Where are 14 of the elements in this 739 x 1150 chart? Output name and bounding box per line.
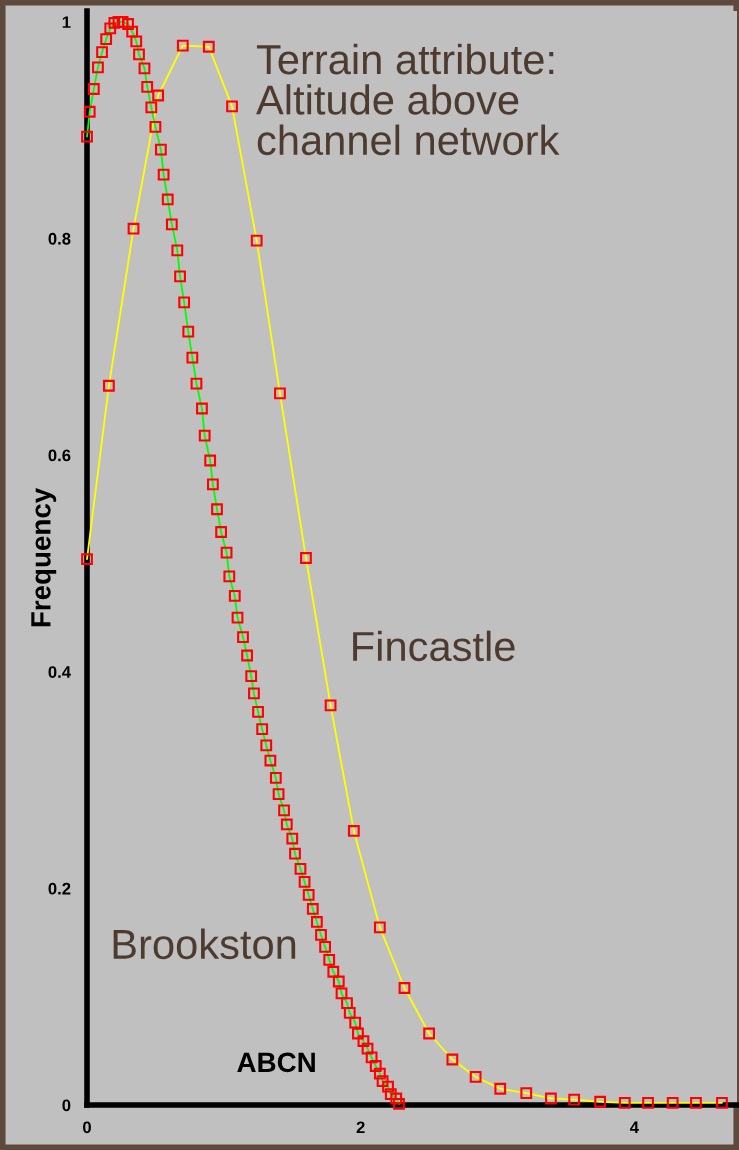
y-tick-label: 0 [62, 1099, 71, 1112]
y-axis-title: Frequency [31, 487, 57, 627]
series-label: Brookston [113, 928, 296, 960]
y-tick-label: 0.4 [48, 666, 71, 678]
y-tick-label: 0.2 [48, 882, 71, 895]
x-tick-label: 0 [83, 1121, 91, 1134]
x-tick-label: 4 [629, 1121, 639, 1134]
y-tick-label: 0.6 [48, 449, 71, 462]
series-label: Fincastle [353, 630, 515, 662]
x-axis-title: ABCN [237, 1052, 315, 1073]
y-tick-label: 1 [62, 16, 71, 28]
annotation: Terrain attribute: Altitude above channel network [256, 43, 560, 156]
x-tick-label: 2 [356, 1121, 365, 1134]
y-tick-label: 0.8 [48, 232, 71, 245]
